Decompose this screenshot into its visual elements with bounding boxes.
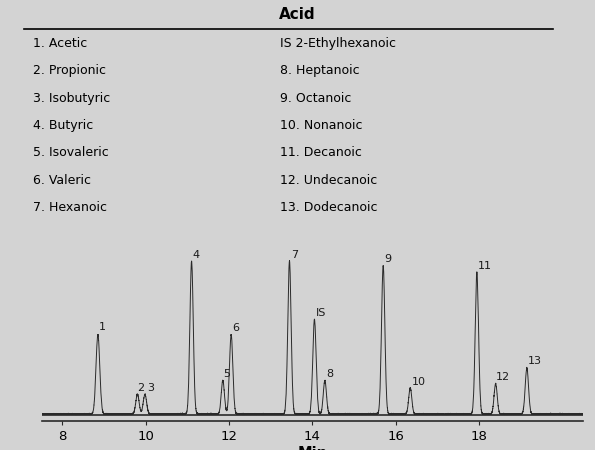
Text: 13. Dodecanoic: 13. Dodecanoic xyxy=(280,201,377,214)
Text: 9. Octanoic: 9. Octanoic xyxy=(280,92,351,105)
Text: 7. Hexanoic: 7. Hexanoic xyxy=(33,201,107,214)
Text: 5: 5 xyxy=(223,369,230,379)
Text: Acid: Acid xyxy=(279,7,316,22)
Text: 12. Undecanoic: 12. Undecanoic xyxy=(280,174,377,187)
Text: 11. Decanoic: 11. Decanoic xyxy=(280,146,362,159)
Text: 3: 3 xyxy=(147,383,154,393)
Text: 6. Valeric: 6. Valeric xyxy=(33,174,90,187)
Text: 11: 11 xyxy=(478,261,492,270)
Text: 6: 6 xyxy=(233,324,239,333)
Text: 4: 4 xyxy=(193,250,200,260)
Text: 12: 12 xyxy=(496,372,510,382)
Text: 1. Acetic: 1. Acetic xyxy=(33,37,87,50)
Text: 1: 1 xyxy=(99,322,106,332)
X-axis label: Min: Min xyxy=(298,446,327,450)
Text: 13: 13 xyxy=(528,356,542,366)
Text: 3. Isobutyric: 3. Isobutyric xyxy=(33,92,110,105)
Text: IS 2-Ethylhexanoic: IS 2-Ethylhexanoic xyxy=(280,37,396,50)
Text: 2: 2 xyxy=(137,382,145,392)
Text: 9: 9 xyxy=(384,254,392,264)
Text: 8: 8 xyxy=(326,369,333,379)
Text: 8. Heptanoic: 8. Heptanoic xyxy=(280,64,359,77)
Text: 10: 10 xyxy=(412,377,425,387)
Text: 10. Nonanoic: 10. Nonanoic xyxy=(280,119,362,132)
Text: 4. Butyric: 4. Butyric xyxy=(33,119,93,132)
Text: 7: 7 xyxy=(291,250,298,260)
Text: IS: IS xyxy=(316,308,326,318)
Text: 5. Isovaleric: 5. Isovaleric xyxy=(33,146,108,159)
Text: 2. Propionic: 2. Propionic xyxy=(33,64,106,77)
